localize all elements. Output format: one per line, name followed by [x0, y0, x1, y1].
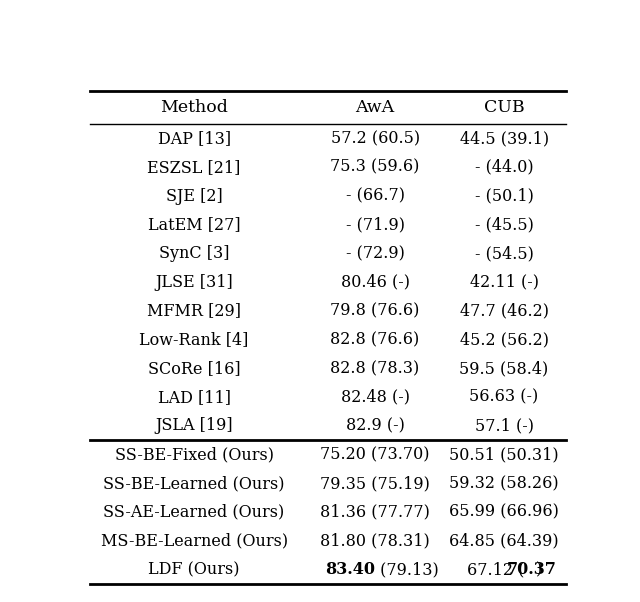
Text: ESZSL [21]: ESZSL [21]: [147, 159, 241, 176]
Text: 65.99 (66.96): 65.99 (66.96): [449, 504, 559, 521]
Text: - (71.9): - (71.9): [346, 216, 404, 233]
Text: JSLA [19]: JSLA [19]: [156, 417, 233, 435]
Text: 83.40: 83.40: [325, 561, 375, 578]
Text: 57.2 (60.5): 57.2 (60.5): [330, 130, 420, 147]
Text: 75.20 (73.70): 75.20 (73.70): [321, 446, 430, 463]
Text: 45.2 (56.2): 45.2 (56.2): [460, 331, 548, 348]
Text: AwA: AwA: [356, 99, 395, 116]
Text: 44.5 (39.1): 44.5 (39.1): [460, 130, 548, 147]
Text: MFMR [29]: MFMR [29]: [147, 302, 241, 320]
Text: Method: Method: [160, 99, 228, 116]
Text: Low-Rank [4]: Low-Rank [4]: [140, 331, 249, 348]
Text: - (44.0): - (44.0): [475, 159, 533, 176]
Text: 81.80 (78.31): 81.80 (78.31): [320, 532, 430, 550]
Text: SCoRe [16]: SCoRe [16]: [148, 360, 241, 377]
Text: 75.3 (59.6): 75.3 (59.6): [330, 159, 420, 176]
Text: - (72.9): - (72.9): [346, 245, 404, 262]
Text: 64.85 (64.39): 64.85 (64.39): [449, 532, 559, 550]
Text: 47.7 (46.2): 47.7 (46.2): [460, 302, 548, 320]
Text: SynC [3]: SynC [3]: [159, 245, 229, 262]
Text: (79.13): (79.13): [375, 561, 439, 578]
Text: 82.8 (78.3): 82.8 (78.3): [330, 360, 420, 377]
Text: 42.11 (-): 42.11 (-): [470, 274, 539, 291]
Text: 50.51 (50.31): 50.51 (50.31): [449, 446, 559, 463]
Text: - (50.1): - (50.1): [475, 187, 534, 205]
Text: 79.35 (75.19): 79.35 (75.19): [320, 475, 430, 492]
Text: - (66.7): - (66.7): [346, 187, 404, 205]
Text: LDF (Ours): LDF (Ours): [148, 561, 240, 578]
Text: JLSE [31]: JLSE [31]: [156, 274, 233, 291]
Text: ): ): [536, 561, 541, 578]
Text: LatEM [27]: LatEM [27]: [148, 216, 241, 233]
Text: 82.48 (-): 82.48 (-): [340, 389, 410, 406]
Text: 80.46 (-): 80.46 (-): [340, 274, 410, 291]
Text: - (45.5): - (45.5): [475, 216, 534, 233]
Text: LAD [11]: LAD [11]: [157, 389, 230, 406]
Text: 59.32 (58.26): 59.32 (58.26): [449, 475, 559, 492]
Text: 79.8 (76.6): 79.8 (76.6): [330, 302, 420, 320]
Text: 67.12 (: 67.12 (: [467, 561, 524, 578]
Text: SS-BE-Fixed (Ours): SS-BE-Fixed (Ours): [115, 446, 273, 463]
Text: SS-AE-Learned (Ours): SS-AE-Learned (Ours): [104, 504, 285, 521]
Text: - (54.5): - (54.5): [475, 245, 534, 262]
Text: CUB: CUB: [484, 99, 524, 116]
Text: 56.63 (-): 56.63 (-): [470, 389, 539, 406]
Text: SS-BE-Learned (Ours): SS-BE-Learned (Ours): [103, 475, 285, 492]
Text: 70.37: 70.37: [507, 561, 557, 578]
Text: 82.9 (-): 82.9 (-): [346, 417, 404, 435]
Text: 59.5 (58.4): 59.5 (58.4): [460, 360, 548, 377]
Text: SJE [2]: SJE [2]: [166, 187, 223, 205]
Text: 82.8 (76.6): 82.8 (76.6): [330, 331, 420, 348]
Text: 57.1 (-): 57.1 (-): [475, 417, 534, 435]
Text: 81.36 (77.77): 81.36 (77.77): [320, 504, 430, 521]
Text: MS-BE-Learned (Ours): MS-BE-Learned (Ours): [100, 532, 287, 550]
Text: DAP [13]: DAP [13]: [157, 130, 230, 147]
